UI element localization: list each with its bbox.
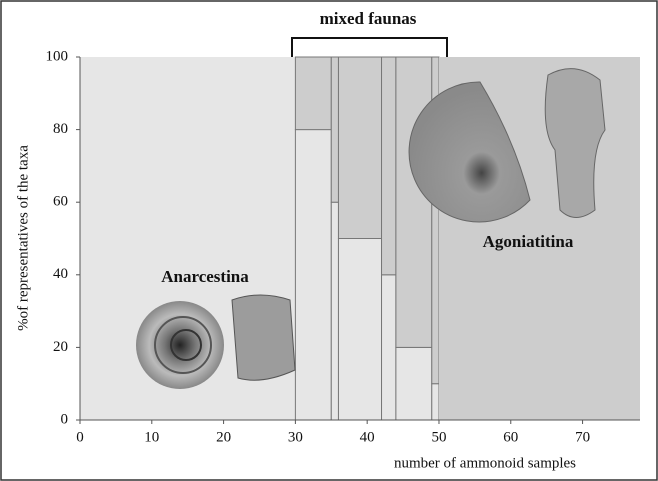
bar-segment xyxy=(331,57,338,202)
page: {"chart_data": {"type": "histogram", "bi… xyxy=(0,0,658,481)
bar-segment xyxy=(331,202,338,420)
x-tick-label: 40 xyxy=(360,429,375,445)
y-tick-label: 60 xyxy=(53,194,68,210)
anarcestina-section xyxy=(232,295,295,380)
bar-segment xyxy=(382,275,396,420)
bar-segment xyxy=(432,384,439,420)
y-tick-label: 40 xyxy=(53,266,68,282)
bar-segment xyxy=(382,57,396,275)
x-axis-label: number of ammonoid samples xyxy=(394,455,576,471)
legend-label: Anarcestina xyxy=(161,267,249,286)
x-tick-label: 10 xyxy=(144,429,159,445)
bar-segment xyxy=(295,57,331,130)
x-tick-label: 30 xyxy=(288,429,303,445)
y-axis-label: %of representatives of the taxa xyxy=(15,145,31,331)
y-tick-label: 0 xyxy=(61,411,69,427)
x-tick-label: 60 xyxy=(503,429,518,445)
x-tick-label: 20 xyxy=(216,429,231,445)
bar-segment xyxy=(338,57,381,239)
x-tick-label: 70 xyxy=(575,429,590,445)
legend-label: Agoniatitina xyxy=(483,232,574,251)
bar-segment xyxy=(338,239,381,421)
chart: mixed faunas Anarcestina Agoniatitina nu… xyxy=(0,0,658,481)
y-tick-label: 80 xyxy=(53,121,68,137)
y-tick-label: 100 xyxy=(46,48,69,64)
bar-segment xyxy=(295,130,331,420)
x-tick-label: 50 xyxy=(431,429,446,445)
bar-segment xyxy=(396,57,432,347)
annotation: mixed faunas xyxy=(320,9,417,28)
x-tick-label: 0 xyxy=(76,429,84,445)
y-tick-label: 20 xyxy=(53,339,68,355)
bar-segment xyxy=(396,347,432,420)
